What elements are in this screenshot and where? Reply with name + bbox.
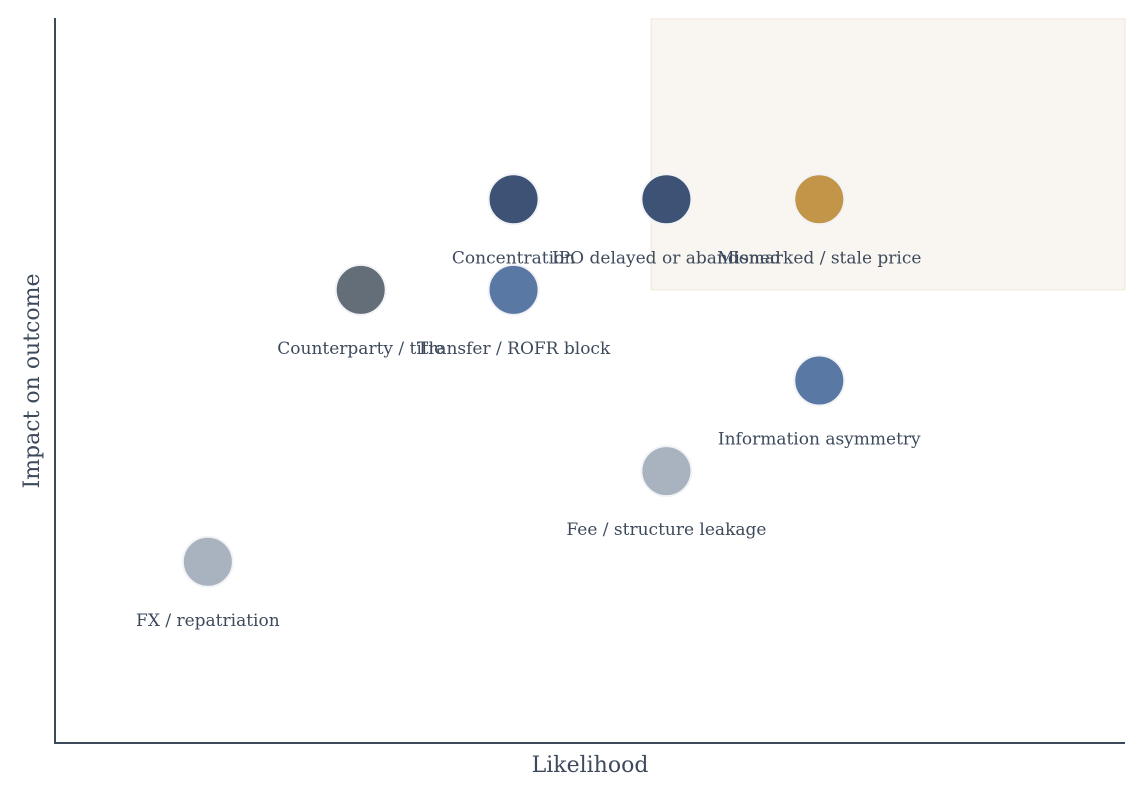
data-point-label-4: Transfer / ROFR block bbox=[417, 339, 611, 359]
data-point-label-1: IPO delayed or abandoned bbox=[552, 248, 781, 268]
high-risk-zone bbox=[650, 18, 1126, 291]
data-point-label-5: Information asymmetry bbox=[718, 430, 921, 450]
data-point-7 bbox=[181, 535, 234, 588]
data-point-1 bbox=[640, 173, 693, 226]
data-point-3 bbox=[334, 263, 387, 316]
data-point-6 bbox=[640, 445, 693, 498]
data-point-0 bbox=[487, 173, 540, 226]
data-point-2 bbox=[793, 173, 846, 226]
data-point-5 bbox=[793, 354, 846, 407]
data-point-4 bbox=[487, 263, 540, 316]
x-axis-title: Likelihood bbox=[532, 753, 649, 778]
y-axis-title: Impact on outcome bbox=[20, 273, 45, 488]
data-point-label-6: Fee / structure leakage bbox=[566, 520, 766, 540]
data-point-label-2: Mismarked / stale price bbox=[717, 248, 921, 268]
data-point-label-7: FX / repatriation bbox=[136, 611, 280, 631]
data-point-label-3: Counterparty / title bbox=[277, 339, 444, 359]
data-point-label-0: Concentration bbox=[452, 248, 575, 268]
